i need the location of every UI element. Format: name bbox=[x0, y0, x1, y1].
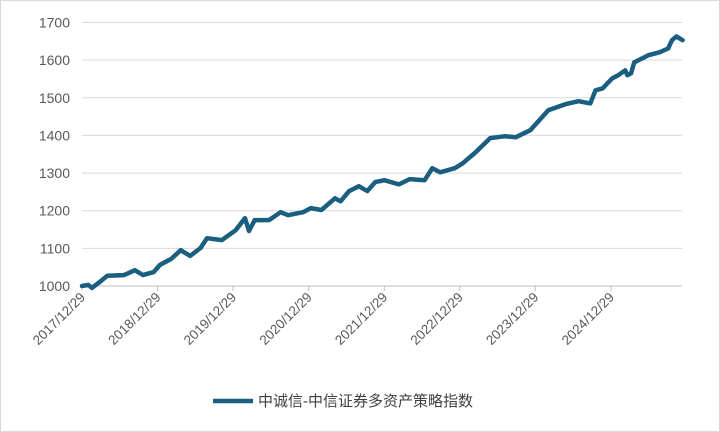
y-tick-label: 1600 bbox=[39, 52, 70, 68]
x-tick-label: 2024/12/29 bbox=[559, 290, 617, 348]
series-line bbox=[79, 34, 685, 291]
x-tick-label: 2018/12/29 bbox=[105, 290, 163, 348]
gridlines bbox=[82, 22, 682, 249]
x-tick-label: 2019/12/29 bbox=[181, 290, 239, 348]
legend-label: 中诚信-中信证券多资产策略指数 bbox=[258, 393, 473, 410]
x-axis: 2017/12/29 2018/12/29 2019/12/29 2020/12/29… bbox=[30, 285, 682, 348]
y-tick-label: 1000 bbox=[39, 278, 70, 294]
y-tick-label: 1100 bbox=[40, 240, 70, 256]
y-tick-label: 1300 bbox=[39, 165, 70, 181]
x-tick-label: 2023/12/29 bbox=[483, 290, 541, 348]
x-tick-label: 2021/12/29 bbox=[332, 290, 390, 348]
x-tick-label: 2022/12/29 bbox=[407, 290, 465, 348]
y-tick-label: 1500 bbox=[39, 90, 70, 106]
y-tick-label: 1700 bbox=[39, 15, 70, 31]
y-tick-label: 1400 bbox=[39, 127, 70, 143]
legend: 中诚信-中信证券多资产策略指数 bbox=[213, 393, 473, 410]
series bbox=[79, 34, 685, 291]
x-tick-label: 2017/12/29 bbox=[30, 290, 88, 348]
x-tick-label: 2020/12/29 bbox=[256, 290, 314, 348]
y-tick-label: 1200 bbox=[39, 203, 70, 219]
y-axis: 1000 1100 1200 1300 1400 1500 1600 1700 bbox=[39, 15, 70, 295]
